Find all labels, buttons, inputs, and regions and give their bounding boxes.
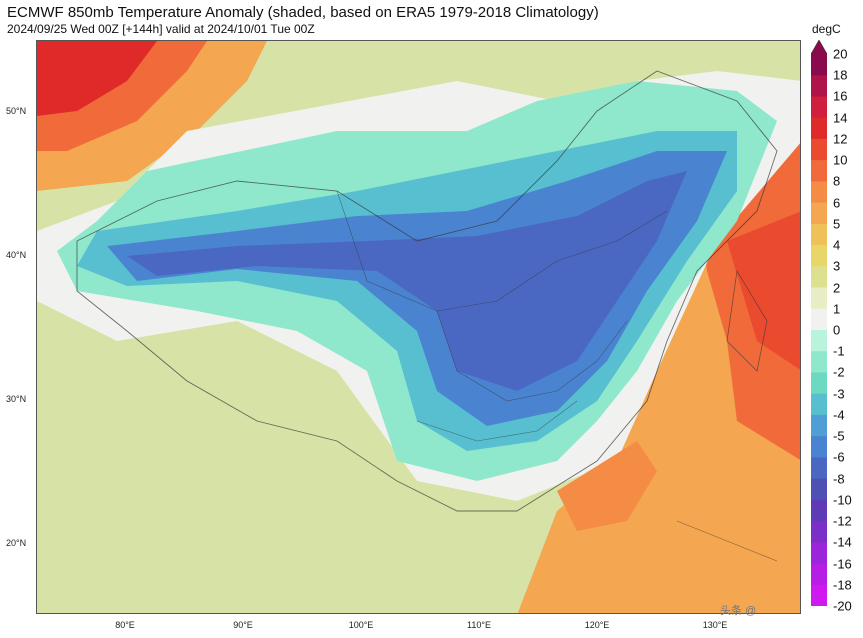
lon-label-100: 100°E bbox=[348, 620, 374, 630]
colorbar-segment bbox=[811, 266, 827, 289]
lat-label-40: 40°N bbox=[6, 250, 27, 260]
colorbar-tick-label: 10 bbox=[833, 152, 848, 168]
colorbar bbox=[811, 40, 827, 606]
colorbar-segment bbox=[811, 542, 827, 565]
colorbar-tick-label: -1 bbox=[833, 343, 845, 359]
colorbar-segment bbox=[811, 223, 827, 246]
colorbar-segment bbox=[811, 351, 827, 373]
map-subtitle: 2024/09/25 Wed 00Z [+144h] valid at 2024… bbox=[7, 22, 315, 36]
anomaly-map bbox=[37, 41, 800, 613]
colorbar-segment bbox=[811, 584, 827, 606]
colorbar-tick-label: 1 bbox=[833, 301, 841, 317]
lon-label-120: 120°E bbox=[584, 620, 610, 630]
colorbar-segment bbox=[811, 202, 827, 225]
colorbar-segment bbox=[811, 330, 827, 352]
colorbar-tick-label: -20 bbox=[833, 598, 852, 614]
colorbar-tick-label: 8 bbox=[833, 173, 841, 189]
colorbar-segment bbox=[811, 457, 827, 480]
lat-label-30: 30°N bbox=[6, 394, 27, 404]
colorbar-unit: degC bbox=[812, 22, 841, 36]
colorbar-segment bbox=[811, 245, 827, 267]
lon-label-110: 110°E bbox=[467, 620, 491, 630]
lon-label-130: 130°E bbox=[702, 620, 728, 630]
colorbar-tick-label: -3 bbox=[833, 386, 845, 402]
colorbar-tick-label: -16 bbox=[833, 556, 852, 572]
lat-label-20: 20°N bbox=[6, 538, 27, 548]
colorbar-tick-label: 18 bbox=[833, 67, 848, 83]
colorbar-tick-label: 2 bbox=[833, 280, 841, 296]
map-title: ECMWF 850mb Temperature Anomaly (shaded,… bbox=[7, 4, 599, 21]
colorbar-tick-label: 14 bbox=[833, 110, 848, 126]
lon-label-90: 90°E bbox=[233, 620, 253, 630]
colorbar-segment bbox=[811, 75, 827, 97]
colorbar-tick-label: -6 bbox=[833, 449, 845, 465]
colorbar-segment bbox=[811, 308, 827, 331]
lon-label-80: 80°E bbox=[115, 620, 135, 630]
colorbar-tick-label: -18 bbox=[833, 577, 852, 593]
colorbar-tick-label: 5 bbox=[833, 216, 841, 232]
colorbar-segment bbox=[811, 499, 827, 522]
colorbar-tick-label: -2 bbox=[833, 364, 845, 380]
colorbar-segment bbox=[811, 287, 827, 310]
colorbar-tick-label: 3 bbox=[833, 258, 841, 274]
colorbar-tick-label: -8 bbox=[833, 471, 845, 487]
colorbar-segment bbox=[811, 478, 827, 501]
colorbar-tick-label: -4 bbox=[833, 407, 845, 423]
colorbar-segment bbox=[811, 521, 827, 543]
colorbar-segment bbox=[811, 181, 827, 204]
colorbar-segment bbox=[811, 414, 827, 437]
colorbar-segment bbox=[811, 138, 827, 161]
colorbar-segment bbox=[811, 393, 827, 416]
colorbar-tick-label: -10 bbox=[833, 492, 852, 508]
colorbar-extend-triangle bbox=[811, 40, 827, 55]
colorbar-tick-label: -5 bbox=[833, 428, 845, 444]
map-area[interactable] bbox=[36, 40, 801, 614]
colorbar-tick-label: 12 bbox=[833, 131, 848, 147]
colorbar-tick-label: 6 bbox=[833, 195, 841, 211]
watermark: 头条 @ bbox=[720, 605, 757, 617]
colorbar-segment bbox=[811, 160, 827, 182]
colorbar-tick-label: 0 bbox=[833, 322, 841, 338]
lat-label-50: 50°N bbox=[6, 106, 27, 116]
colorbar-segment bbox=[811, 436, 827, 458]
colorbar-segment bbox=[811, 372, 827, 395]
colorbar-tick-label: 16 bbox=[833, 88, 848, 104]
colorbar-segment bbox=[811, 54, 827, 76]
colorbar-segment bbox=[811, 117, 827, 140]
colorbar-tick-label: -14 bbox=[833, 534, 852, 550]
colorbar-tick-label: 20 bbox=[833, 46, 848, 62]
colorbar-tick-label: 4 bbox=[833, 237, 841, 253]
colorbar-tick-label: -12 bbox=[833, 513, 852, 529]
colorbar-segment bbox=[811, 96, 827, 119]
colorbar-segment bbox=[811, 563, 827, 586]
